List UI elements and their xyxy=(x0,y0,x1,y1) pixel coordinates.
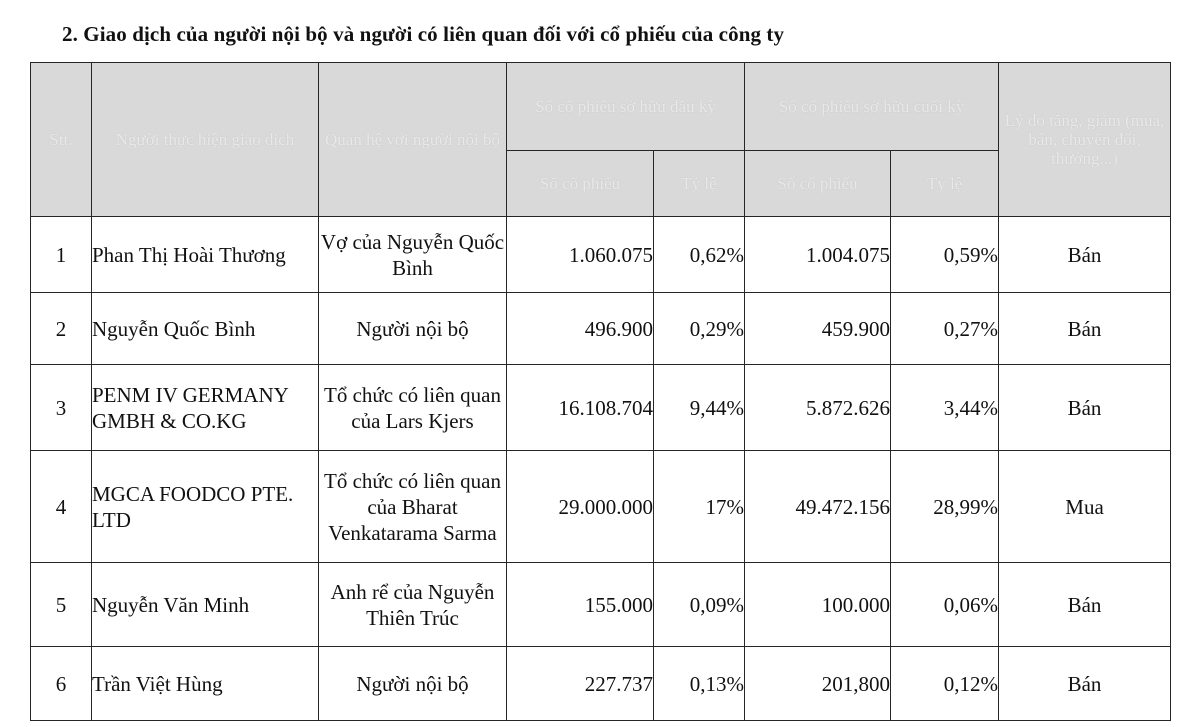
cell-person: PENM IV GERMANY GMBH & CO.KG xyxy=(91,364,319,451)
cell-closing-shares: 100.000 xyxy=(744,562,892,647)
cell-closing-ratio: 0,12% xyxy=(890,646,1000,721)
cell-opening-ratio: 17% xyxy=(652,450,746,563)
cell-closing-shares: 5.872.626 xyxy=(744,364,892,451)
cell-opening-shares: 155.000 xyxy=(506,562,654,647)
cell-reason: Bán xyxy=(998,364,1172,451)
insider-transactions-table: Stt. Người thực hiện giao dịch Quan hệ v… xyxy=(30,62,1172,721)
cell-opening-ratio: 0,09% xyxy=(652,562,746,647)
cell-stt: 2 xyxy=(30,292,92,365)
cell-relation: Vợ của Nguyễn Quốc Bình xyxy=(318,216,507,293)
cell-relation: Tổ chức có liên quan của Lars Kjers xyxy=(318,364,507,451)
cell-opening-shares: 496.900 xyxy=(506,292,654,365)
cell-closing-shares: 1.004.075 xyxy=(744,216,892,293)
header-reason: Lý do tăng, giảm (mua, bán, chuyển đổi, … xyxy=(998,62,1172,217)
cell-stt: 3 xyxy=(30,364,92,451)
cell-opening-shares: 29.000.000 xyxy=(506,450,654,563)
cell-closing-ratio: 3,44% xyxy=(890,364,1000,451)
header-relation: Quan hệ với người nội bộ xyxy=(318,62,507,217)
cell-reason: Bán xyxy=(998,216,1172,293)
cell-opening-ratio: 0,13% xyxy=(652,646,746,721)
cell-closing-ratio: 0,27% xyxy=(890,292,1000,365)
header-stt: Stt. xyxy=(30,62,92,217)
header-closing-shares: Số cổ phiếu xyxy=(744,150,892,217)
header-opening: Số cổ phiếu sở hữu đầu kỳ xyxy=(505,62,746,151)
header-opening-shares: Số cổ phiếu xyxy=(506,150,654,217)
cell-closing-shares: 49.472.156 xyxy=(744,450,892,563)
cell-closing-ratio: 0,59% xyxy=(890,216,1000,293)
cell-person: Nguyễn Quốc Bình xyxy=(91,292,319,365)
table-row: 6 Trần Việt Hùng Người nội bộ 227.737 0,… xyxy=(30,646,1172,721)
cell-stt: 6 xyxy=(30,646,92,721)
cell-person: Phan Thị Hoài Thương xyxy=(91,216,319,293)
cell-stt: 5 xyxy=(30,562,92,647)
cell-person: MGCA FOODCO PTE. LTD xyxy=(91,450,319,563)
table-row: 4 MGCA FOODCO PTE. LTD Tổ chức có liên q… xyxy=(30,450,1172,563)
section-title: 2. Giao dịch của người nội bộ và người c… xyxy=(62,22,785,46)
header-closing: Số cổ phiếu sở hữu cuối kỳ xyxy=(744,62,1000,151)
cell-reason: Bán xyxy=(998,562,1172,647)
cell-person: Nguyễn Văn Minh xyxy=(91,562,319,647)
cell-opening-shares: 1.060.075 xyxy=(506,216,654,293)
table-row: 2 Nguyễn Quốc Bình Người nội bộ 496.900 … xyxy=(30,292,1172,365)
cell-opening-shares: 227.737 xyxy=(506,646,654,721)
cell-opening-ratio: 0,62% xyxy=(652,216,746,293)
cell-person: Trần Việt Hùng xyxy=(91,646,319,721)
cell-stt: 1 xyxy=(30,216,92,293)
cell-relation: Người nội bộ xyxy=(318,292,507,365)
cell-closing-shares: 201,800 xyxy=(744,646,892,721)
cell-opening-ratio: 0,29% xyxy=(652,292,746,365)
table-row: 3 PENM IV GERMANY GMBH & CO.KG Tổ chức c… xyxy=(30,364,1172,451)
cell-stt: 4 xyxy=(30,450,92,563)
header-opening-ratio: Tỷ lệ xyxy=(652,150,746,217)
cell-reason: Bán xyxy=(998,646,1172,721)
header-person: Người thực hiện giao dịch xyxy=(91,62,319,217)
cell-closing-shares: 459.900 xyxy=(744,292,892,365)
table-row: 5 Nguyễn Văn Minh Anh rể của Nguyễn Thiê… xyxy=(30,562,1172,647)
header-closing-ratio: Tỷ lệ xyxy=(890,150,1000,217)
cell-relation: Anh rể của Nguyễn Thiên Trúc xyxy=(318,562,507,647)
cell-reason: Mua xyxy=(998,450,1172,563)
header-row-bottom: Số cổ phiếu Tỷ lệ Số cổ phiếu Tỷ lệ xyxy=(31,150,1171,217)
cell-relation: Người nội bộ xyxy=(318,646,507,721)
cell-relation: Tổ chức có liên quan của Bharat Venkatar… xyxy=(318,450,507,563)
cell-closing-ratio: 28,99% xyxy=(890,450,1000,563)
header-row-top: Stt. Người thực hiện giao dịch Quan hệ v… xyxy=(30,62,1172,217)
cell-closing-ratio: 0,06% xyxy=(890,562,1000,647)
cell-opening-shares: 16.108.704 xyxy=(506,364,654,451)
table-row: 1 Phan Thị Hoài Thương Vợ của Nguyễn Quố… xyxy=(30,216,1172,293)
cell-opening-ratio: 9,44% xyxy=(652,364,746,451)
cell-reason: Bán xyxy=(998,292,1172,365)
